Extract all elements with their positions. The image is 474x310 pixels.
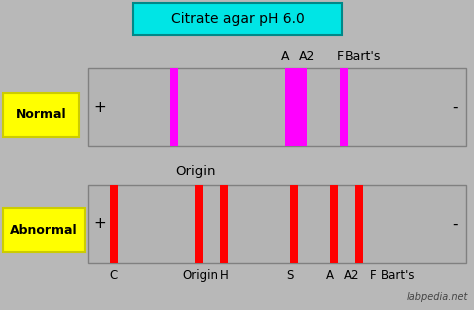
Text: Origin: Origin (182, 269, 218, 282)
Text: labpedia.net: labpedia.net (407, 292, 468, 302)
Text: Citrate agar pH 6.0: Citrate agar pH 6.0 (171, 12, 304, 26)
Text: A: A (326, 269, 334, 282)
Bar (110, 185, 118, 263)
Text: +: + (94, 216, 106, 232)
Bar (355, 185, 363, 263)
Text: A2: A2 (344, 269, 360, 282)
Text: -: - (452, 100, 458, 114)
Bar (88, 185, 466, 263)
Bar (88, 68, 466, 146)
Text: H: H (219, 269, 228, 282)
Bar (330, 185, 338, 263)
Text: +: + (94, 100, 106, 114)
Text: Normal: Normal (16, 108, 66, 122)
FancyBboxPatch shape (3, 93, 79, 136)
Bar (340, 68, 348, 146)
Bar (220, 185, 228, 263)
Bar (195, 185, 203, 263)
Text: F: F (370, 269, 376, 282)
Text: Origin: Origin (175, 166, 215, 179)
FancyBboxPatch shape (133, 3, 342, 34)
Bar (290, 185, 298, 263)
Bar (285, 68, 307, 146)
Text: Bart's: Bart's (345, 50, 381, 63)
Text: A: A (281, 50, 289, 63)
Text: A2: A2 (299, 50, 315, 63)
Bar (170, 68, 178, 146)
Text: -: - (452, 216, 458, 232)
Text: F: F (337, 50, 344, 63)
Text: C: C (110, 269, 118, 282)
Text: S: S (286, 269, 294, 282)
FancyBboxPatch shape (3, 208, 85, 251)
Text: Bart's: Bart's (381, 269, 415, 282)
Text: Abnormal: Abnormal (10, 224, 78, 237)
